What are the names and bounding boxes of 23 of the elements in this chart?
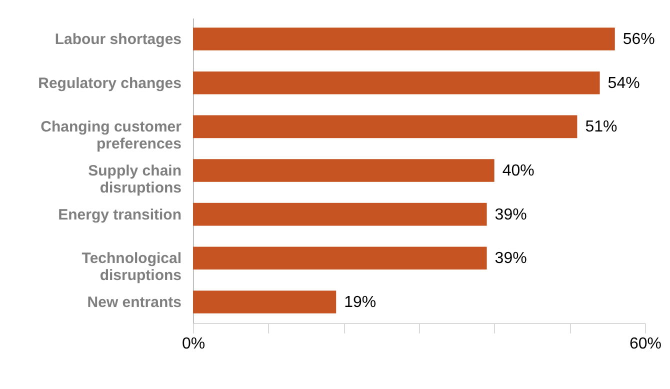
y-tick-label: Technological disruptions (82, 250, 182, 284)
x-tick-label: 0% (182, 336, 206, 352)
bar (193, 115, 578, 138)
bar (193, 159, 494, 182)
data-label: 39% (494, 206, 527, 224)
y-tick-label: New entrants (87, 294, 182, 311)
data-label: 39% (494, 250, 527, 268)
bar (193, 28, 615, 50)
data-label: 56% (622, 31, 655, 48)
bar (193, 246, 487, 270)
bar (193, 202, 487, 226)
y-tick-label: Labour shortages (54, 31, 182, 48)
bar (193, 290, 336, 314)
y-tick-label: Energy transition (58, 206, 182, 224)
y-tick-label: Changing customer preferences (40, 118, 182, 153)
data-label: 40% (502, 162, 534, 180)
x-tick-label: 60% (629, 336, 662, 352)
y-tick-label: Supply chain disruptions (88, 162, 182, 196)
data-label: 19% (344, 294, 376, 311)
data-label: 54% (608, 74, 640, 92)
y-tick-label: Regulatory changes (38, 74, 182, 92)
bar (193, 71, 600, 94)
data-label: 51% (585, 118, 618, 136)
